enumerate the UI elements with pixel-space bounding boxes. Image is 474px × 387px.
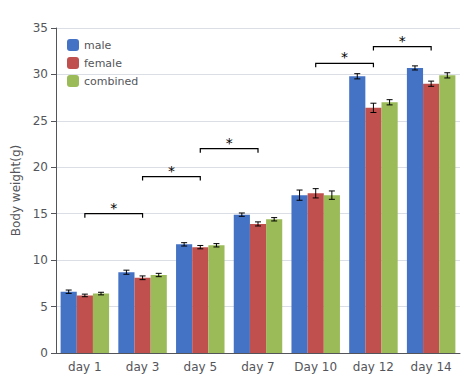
svg-text:day 14: day 14	[411, 360, 452, 374]
svg-text:35: 35	[33, 21, 48, 35]
svg-text:day 1: day 1	[68, 360, 102, 374]
svg-text:combined: combined	[84, 75, 138, 88]
svg-text:day 3: day 3	[126, 360, 160, 374]
svg-text:*: *	[168, 163, 175, 179]
svg-text:*: *	[110, 200, 117, 216]
svg-text:25: 25	[33, 114, 48, 128]
svg-text:day 5: day 5	[184, 360, 218, 374]
svg-text:*: *	[399, 33, 406, 49]
svg-text:*: *	[226, 135, 233, 151]
svg-text:5: 5	[40, 300, 48, 314]
svg-text:female: female	[84, 57, 122, 70]
svg-text:15: 15	[33, 207, 48, 221]
svg-text:30: 30	[33, 67, 48, 81]
svg-text:Day 10: Day 10	[294, 360, 337, 374]
svg-text:20: 20	[33, 160, 48, 174]
svg-text:10: 10	[33, 253, 48, 267]
svg-text:day 12: day 12	[353, 360, 394, 374]
svg-text:*: *	[341, 49, 348, 65]
svg-text:day 7: day 7	[241, 360, 275, 374]
svg-text:male: male	[84, 39, 112, 52]
svg-text:0: 0	[40, 346, 48, 360]
svg-text:Body weight(g): Body weight(g)	[9, 145, 23, 237]
